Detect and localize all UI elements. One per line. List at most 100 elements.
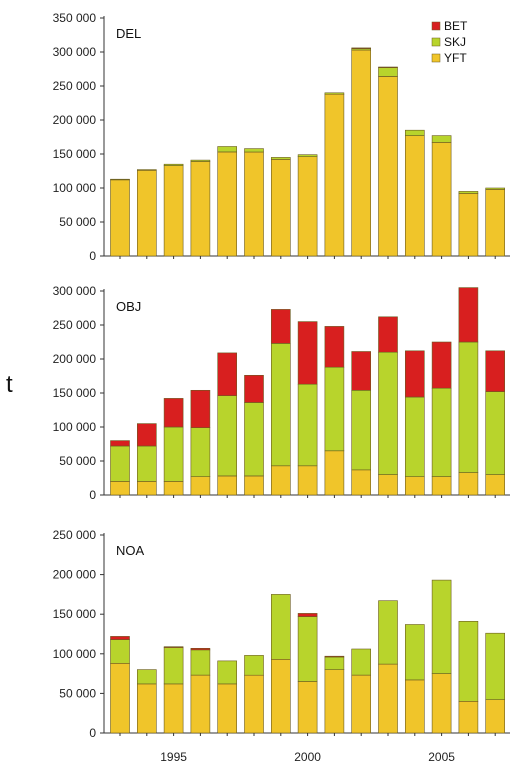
bar-bet-2000 xyxy=(297,321,318,385)
bar-yft-2001 xyxy=(324,450,345,496)
bar-skj-2000 xyxy=(297,616,318,682)
y-tick-label: 100 000 xyxy=(53,181,97,195)
bar-yft-2001 xyxy=(324,93,345,257)
bar-bet-2001 xyxy=(324,655,345,658)
bar-skj-1994 xyxy=(137,669,157,685)
bar-skj-1995 xyxy=(163,163,184,166)
bar-yft-1999 xyxy=(270,658,291,734)
bar-skj-2001 xyxy=(324,366,345,452)
bar-skj-1998 xyxy=(244,655,264,676)
bar-skj-2003 xyxy=(378,351,398,475)
bar-bet-2006 xyxy=(458,287,479,343)
bar-yft-2005 xyxy=(431,673,452,734)
bar-yft-1994 xyxy=(137,683,157,734)
x-tick-label: 2000 xyxy=(294,750,321,764)
bar-yft-1995 xyxy=(163,481,184,496)
bar-skj-1997 xyxy=(217,660,237,685)
y-tick-label: 0 xyxy=(89,249,96,263)
bar-skj-1996 xyxy=(190,159,211,162)
bar-yft-2003 xyxy=(378,474,398,496)
bar-yft-2000 xyxy=(297,681,318,734)
bar-yft-1997 xyxy=(217,475,237,496)
bar-yft-2002 xyxy=(351,49,372,257)
bar-yft-1993 xyxy=(110,662,130,734)
bar-skj-1996 xyxy=(190,427,211,478)
bar-yft-2003 xyxy=(378,76,398,257)
y-tick-label: 200 000 xyxy=(53,352,97,366)
panel-del: 0 50 000 100 000 150 000 200 000 250 000 300 0… xyxy=(53,11,510,263)
bar-skj-1997 xyxy=(217,146,237,153)
bar-skj-1994 xyxy=(137,445,157,482)
bar-bet-2004 xyxy=(404,350,425,398)
x-tick-label: 1995 xyxy=(160,750,187,764)
bar-yft-1998 xyxy=(244,475,264,496)
bar-yft-1996 xyxy=(190,674,211,734)
bar-skj-1995 xyxy=(163,647,184,685)
y-tick-label: 100 000 xyxy=(53,647,97,661)
bar-bet-2003 xyxy=(378,316,398,353)
bar-yft-2004 xyxy=(404,135,425,257)
bar-skj-1997 xyxy=(217,395,237,477)
bar-skj-2001 xyxy=(324,656,345,670)
bar-yft-1994 xyxy=(137,481,157,496)
bar-skj-2007 xyxy=(485,187,506,190)
bar-yft-2007 xyxy=(485,474,506,496)
bar-bet-1995 xyxy=(163,646,184,648)
bar-yft-1997 xyxy=(217,683,237,734)
bar-skj-2001 xyxy=(324,92,345,95)
bar-bet-1997 xyxy=(217,352,237,396)
bar-skj-2002 xyxy=(351,389,372,471)
bar-skj-2002 xyxy=(351,648,372,676)
bar-bet-2005 xyxy=(431,341,452,389)
bar-bet-1998 xyxy=(244,374,264,403)
bar-bet-1996 xyxy=(190,647,211,651)
bar-yft-2006 xyxy=(458,472,479,496)
y-tick-label: 250 000 xyxy=(53,318,97,332)
bar-yft-2000 xyxy=(297,156,318,257)
bar-skj-1998 xyxy=(244,148,264,153)
bar-skj-2007 xyxy=(485,632,506,701)
bar-yft-1993 xyxy=(110,481,130,496)
bar-yft-2004 xyxy=(404,476,425,496)
panel-label: NOA xyxy=(116,543,145,558)
bar-yft-1996 xyxy=(190,476,211,496)
bar-skj-2000 xyxy=(297,154,318,157)
bar-skj-1999 xyxy=(270,594,291,660)
y-tick-label: 50 000 xyxy=(59,454,96,468)
panel-noa: 0 50 000 100 000 150 000 200 000 250 000 NOA 19… xyxy=(53,528,510,764)
bar-bet-2000 xyxy=(297,613,318,617)
chart-panels: 0 50 000 100 000 150 000 200 000 250 000 300 0… xyxy=(53,11,510,764)
bar-skj-1993 xyxy=(110,639,130,664)
bar-yft-2007 xyxy=(485,189,506,257)
bar-skj-2004 xyxy=(404,396,425,478)
legend: BET SKJ YFT xyxy=(431,19,468,65)
bar-yft-1997 xyxy=(217,151,237,257)
x-tick-label: 2005 xyxy=(428,750,455,764)
bar-skj-2007 xyxy=(485,391,506,475)
bar-yft-2002 xyxy=(351,674,372,734)
bar-yft-2005 xyxy=(431,142,452,257)
legend-label-yft: YFT xyxy=(444,51,467,65)
panel-obj: 0 50 000 100 000 150 000 200 000 250 000 300 0… xyxy=(53,284,510,502)
bar-skj-2003 xyxy=(378,67,398,77)
bar-yft-1999 xyxy=(270,159,291,257)
bar-skj-1993 xyxy=(110,178,130,181)
legend-label-skj: SKJ xyxy=(444,35,466,49)
bar-bet-2002 xyxy=(351,351,372,391)
y-axis-label: t xyxy=(6,371,13,398)
bar-skj-1996 xyxy=(190,649,211,676)
y-tick-label: 300 000 xyxy=(53,284,97,298)
bar-yft-2003 xyxy=(378,663,398,734)
bar-skj-1995 xyxy=(163,426,184,482)
bar-skj-2006 xyxy=(458,341,479,473)
y-tick-label: 350 000 xyxy=(53,11,97,25)
bar-skj-2006 xyxy=(458,620,479,702)
legend-swatch-yft xyxy=(431,53,441,63)
y-tick-label: 150 000 xyxy=(53,386,97,400)
y-tick-label: 100 000 xyxy=(53,420,97,434)
y-tick-label: 200 000 xyxy=(53,113,97,127)
bar-bet-1996 xyxy=(190,389,211,428)
bar-skj-1993 xyxy=(110,445,130,482)
bar-skj-2006 xyxy=(458,191,479,194)
